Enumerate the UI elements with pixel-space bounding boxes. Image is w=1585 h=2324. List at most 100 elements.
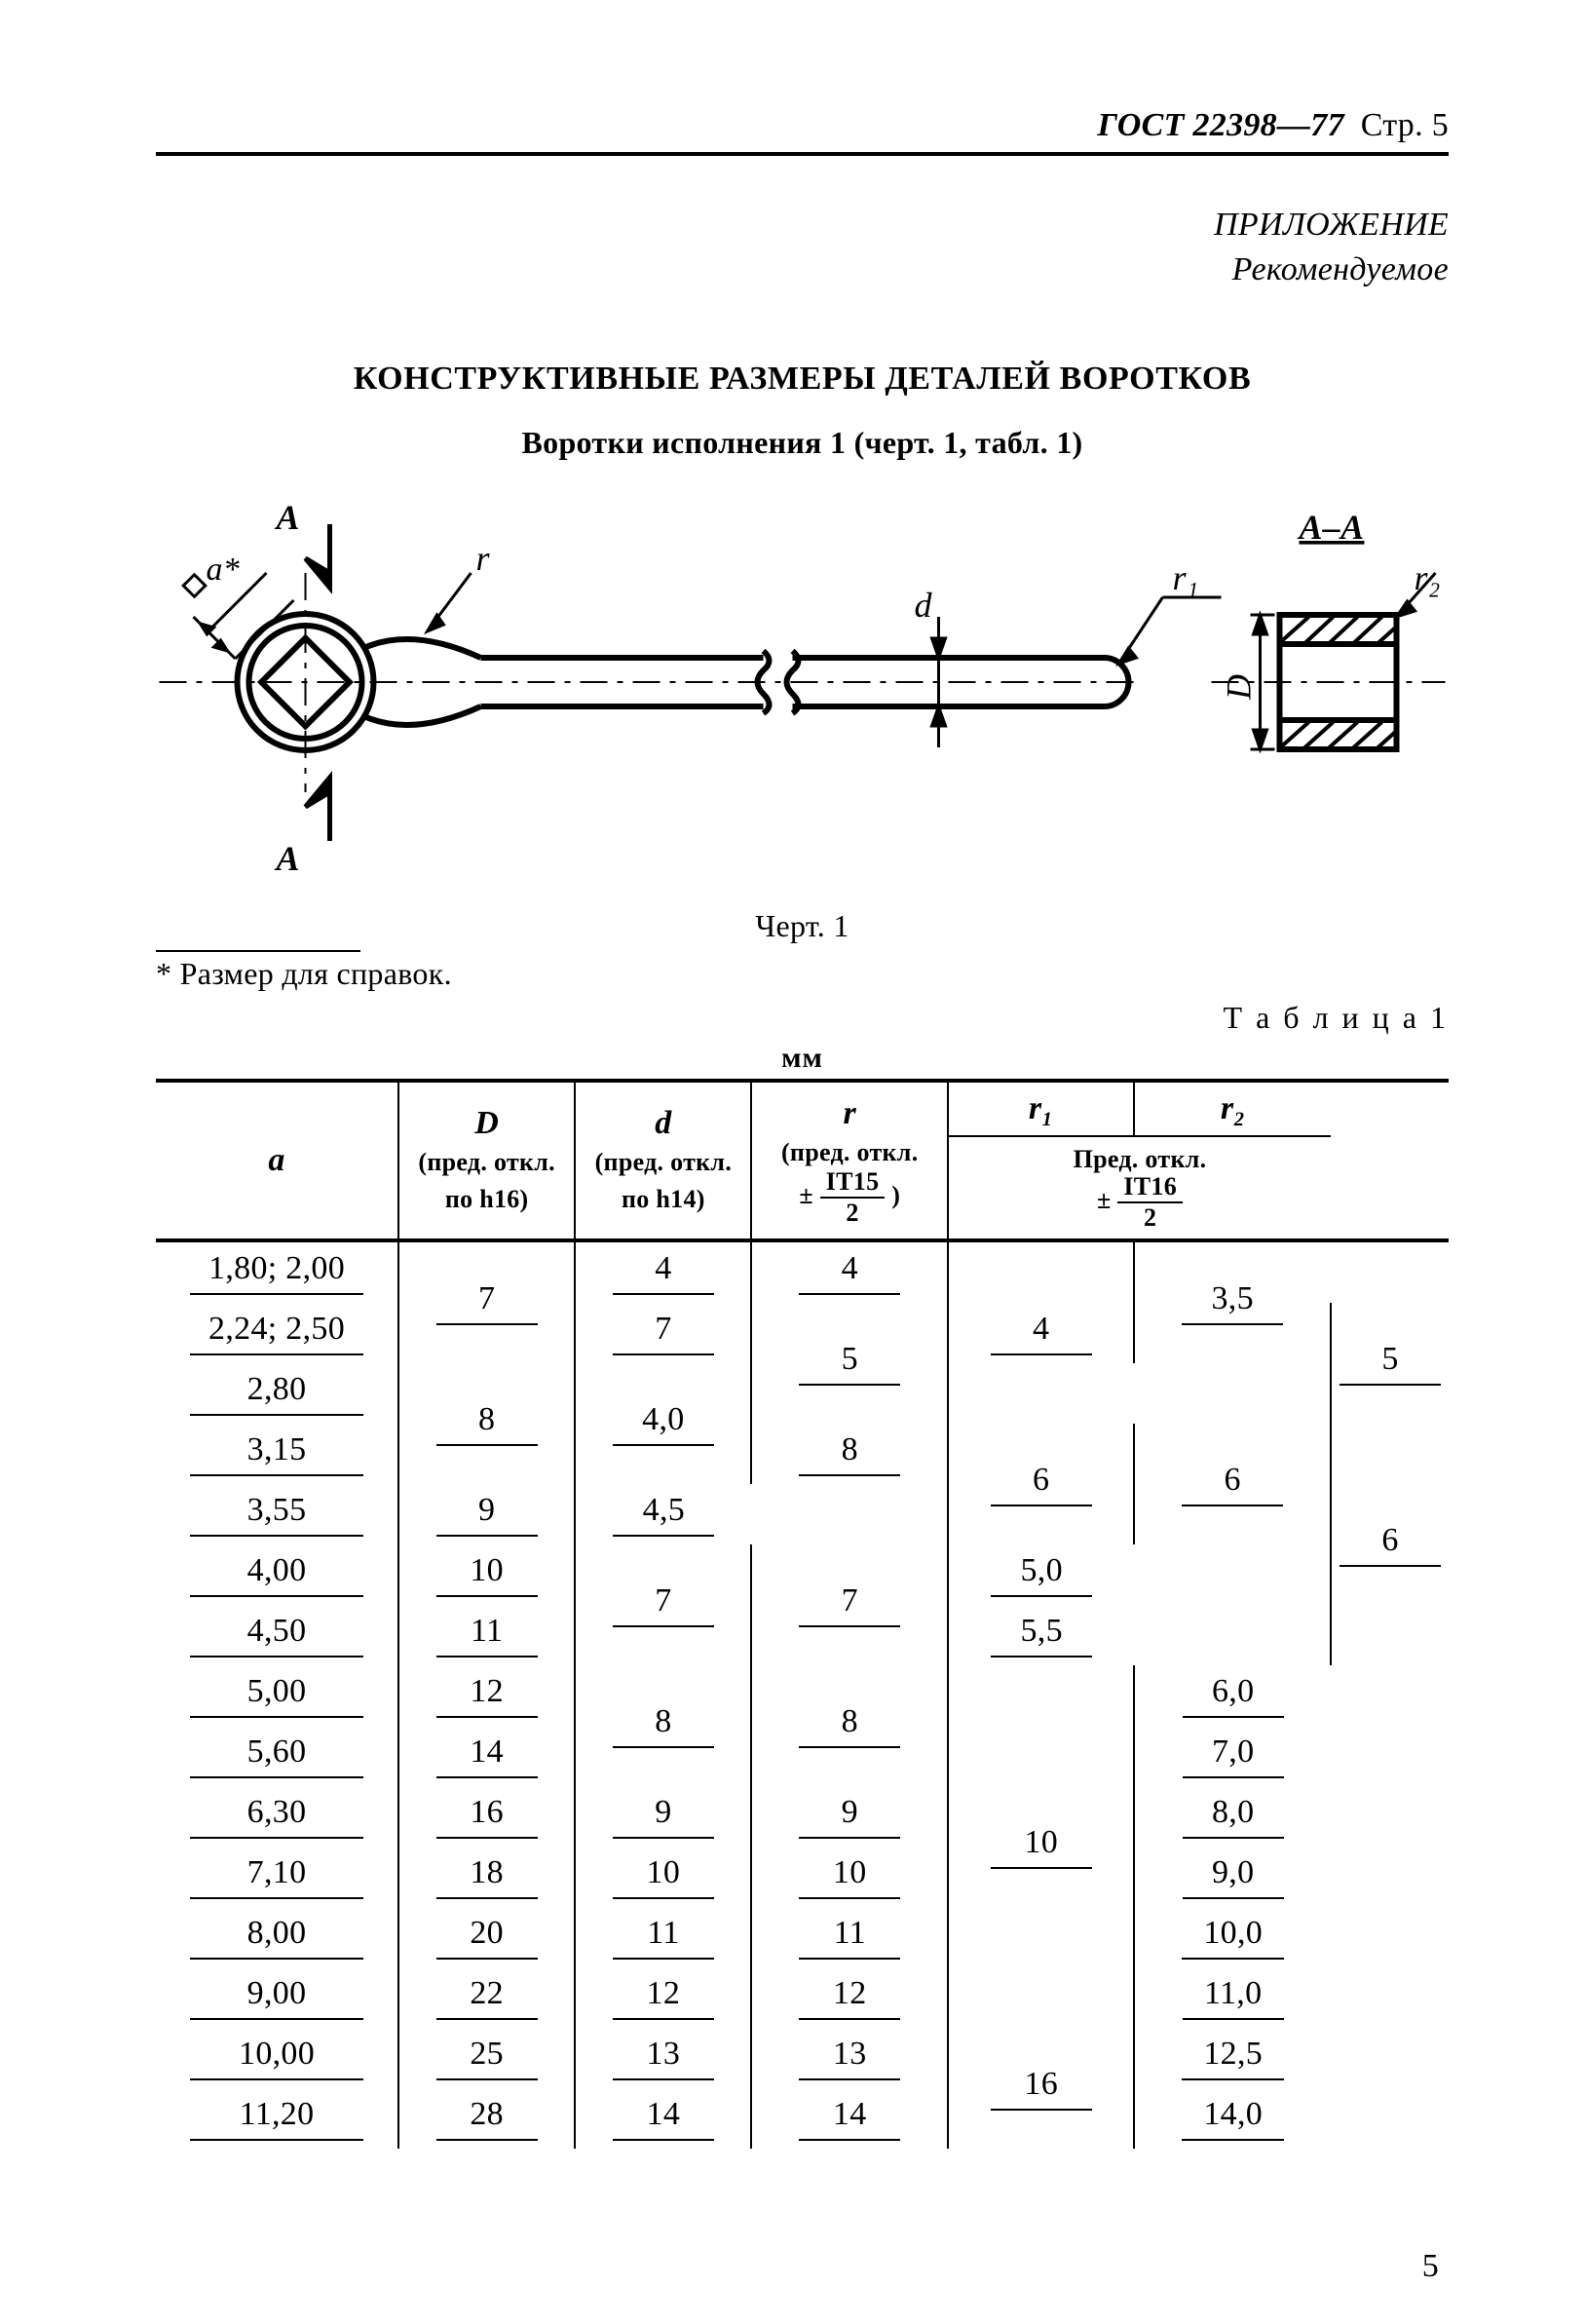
drawing: А А a* — [156, 480, 1449, 895]
cell-r2: 14,0 — [1134, 2088, 1331, 2149]
section-title: КОНСТРУКТИВНЫЕ РАЗМЕРЫ ДЕТАЛЕЙ ВОРОТКОВ — [156, 361, 1449, 398]
page-header: ГОСТ 22398—77 Стр. 5 — [156, 107, 1449, 156]
cell-r2: 11,0 — [1134, 1967, 1331, 2028]
cell-r2: 5,0 — [948, 1544, 1134, 1605]
cell-d: 14 — [575, 2088, 751, 2149]
cell-r: 5 — [1331, 1303, 1449, 1424]
standard-number: ГОСТ 22398—77 — [1097, 107, 1344, 143]
cell-r2: 4,5 — [575, 1484, 751, 1544]
cell-r: 11 — [751, 1907, 948, 1967]
cell-D: 25 — [398, 2028, 575, 2088]
cell-r: 14 — [751, 2088, 948, 2149]
table-label: Т а б л и ц а 1 — [156, 1000, 1449, 1036]
cell-a: 7,10 — [156, 1847, 398, 1907]
footnote: * Размер для справок. — [156, 956, 1449, 992]
appendix-title: ПРИЛОЖЕНИЕ — [156, 203, 1449, 248]
cell-r2: 3,5 — [1134, 1240, 1331, 1363]
col-D: D (пред. откл. по h16) — [398, 1081, 575, 1240]
cell-r: 4 — [751, 1240, 948, 1303]
col-r1: r₁ — [948, 1081, 1134, 1136]
cell-a: 6,30 — [156, 1786, 398, 1847]
cell-a: 2,24; 2,50 — [156, 1303, 398, 1363]
page-label: Стр. 5 — [1361, 107, 1449, 143]
cell-D: 9 — [398, 1484, 575, 1544]
cell-D: 16 — [398, 1786, 575, 1847]
r2-label: r₂ — [1415, 558, 1441, 597]
cell-D: 12 — [398, 1665, 575, 1726]
section-view-label: А–А — [1298, 508, 1365, 547]
cell-r: 7 — [751, 1544, 948, 1665]
cell-D: 10 — [398, 1544, 575, 1605]
col-r12-sub: Пред. откл. ± IT162 — [948, 1136, 1331, 1240]
cell-d: 7 — [575, 1544, 751, 1665]
col-d: d (пред. откл. по h14) — [575, 1081, 751, 1240]
section-label-bottom: А — [275, 839, 300, 878]
cell-r: 6 — [1134, 1424, 1331, 1544]
cell-d: 12 — [575, 1967, 751, 2028]
cell-D: 8 — [751, 1424, 948, 1484]
cell-r: 8 — [751, 1665, 948, 1786]
drawing-caption: Черт. 1 — [156, 908, 1449, 944]
cell-d: 11 — [575, 1907, 751, 1967]
cell-d: 6 — [948, 1424, 1134, 1544]
cell-r2: 4,0 — [575, 1363, 751, 1484]
col-r2: r₂ — [1134, 1081, 1331, 1136]
cell-r1: 10 — [948, 1665, 1134, 2028]
r1-label: r₁ — [1173, 558, 1199, 597]
cell-r1: 6 — [1331, 1424, 1449, 1665]
cell-d: 9 — [575, 1786, 751, 1847]
cell-d: 5 — [751, 1303, 948, 1424]
cell-a: 10,00 — [156, 2028, 398, 2088]
cell-r2: 12,5 — [1134, 2028, 1331, 2088]
col-a: a — [156, 1081, 398, 1240]
cell-r: 9 — [751, 1786, 948, 1847]
cell-r: 10 — [751, 1847, 948, 1907]
cell-d: 8 — [575, 1665, 751, 1786]
cell-r2: 9,0 — [1134, 1847, 1331, 1907]
footnote-rule — [156, 950, 360, 952]
cell-D: 7 — [398, 1240, 575, 1363]
cell-D: 7 — [575, 1303, 751, 1363]
cell-a: 4,50 — [156, 1605, 398, 1665]
appendix-subtitle: Рекомендуемое — [156, 248, 1449, 292]
cell-r1: 4 — [948, 1240, 1134, 1424]
cell-a: 5,00 — [156, 1665, 398, 1726]
table-unit: мм — [156, 1042, 1449, 1075]
cell-r2: 6,0 — [1134, 1665, 1331, 1726]
cell-D: 11 — [398, 1605, 575, 1665]
col-r: r (пред. откл. ± IT152 ) — [751, 1081, 948, 1240]
section-label-top: А — [275, 498, 300, 537]
cell-d: 4 — [575, 1240, 751, 1303]
cell-d: 13 — [575, 2028, 751, 2088]
cell-r2: 10,0 — [1134, 1907, 1331, 1967]
cell-r1: 16 — [948, 2028, 1134, 2149]
d-label: d — [915, 586, 933, 625]
cell-d: 10 — [575, 1847, 751, 1907]
cell-D: 14 — [398, 1726, 575, 1786]
cell-a: 9,00 — [156, 1967, 398, 2028]
cell-r: 12 — [751, 1967, 948, 2028]
D-label: D — [1220, 673, 1259, 700]
section-subtitle: Воротки исполнения 1 (черт. 1, табл. 1) — [156, 425, 1449, 461]
cell-a: 5,60 — [156, 1726, 398, 1786]
page-number: 5 — [1422, 2248, 1439, 2285]
cell-r2: 7,0 — [1134, 1726, 1331, 1786]
cell-D: 28 — [398, 2088, 575, 2149]
cell-D: 22 — [398, 1967, 575, 2028]
a-label: a* — [207, 552, 241, 588]
cell-r2: 5,5 — [948, 1605, 1134, 1665]
r-label: r — [476, 539, 491, 578]
cell-D: 8 — [398, 1363, 575, 1484]
cell-r2: 8,0 — [1134, 1786, 1331, 1847]
cell-a: 1,80; 2,00 — [156, 1240, 398, 1303]
cell-r: 13 — [751, 2028, 948, 2088]
cell-D: 18 — [398, 1847, 575, 1907]
cell-a: 4,00 — [156, 1544, 398, 1605]
cell-a: 8,00 — [156, 1907, 398, 1967]
cell-a: 2,80 — [156, 1363, 398, 1424]
wrench-drawing-icon: А А a* — [156, 480, 1449, 890]
cell-D: 20 — [398, 1907, 575, 1967]
data-table: a D (пред. откл. по h16) d (пред. откл. … — [156, 1079, 1449, 2149]
cell-a: 3,55 — [156, 1484, 398, 1544]
cell-a: 3,15 — [156, 1424, 398, 1484]
